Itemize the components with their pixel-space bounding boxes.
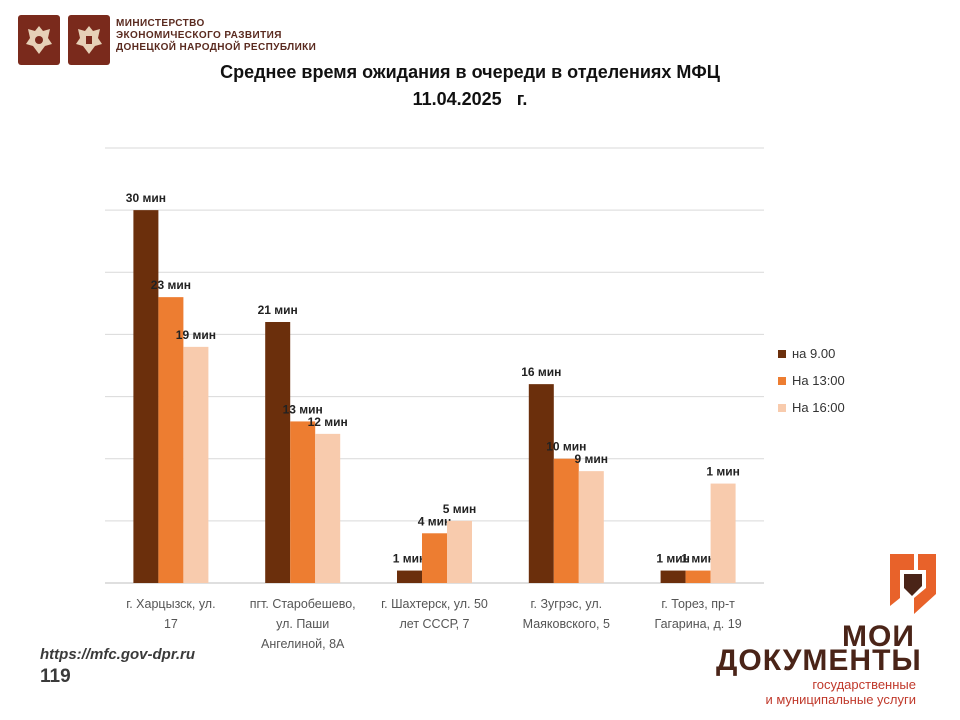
bar-9-cat-0 [133,210,159,583]
brand-subtitle-line: государственные [812,677,916,692]
data-label-16-cat-2: 5 мин [443,502,477,516]
data-label-9-cat-0: 30 мин [126,191,166,205]
legend-item-13: На 13:00 [778,367,845,394]
data-label-9-cat-2: 1 мин [393,552,427,566]
brand-subtitle: государственные и муниципальные услуги [700,677,916,707]
legend-label-13: На 13:00 [792,373,845,388]
bar-9-cat-2 [397,570,422,583]
brand-dokumenty: ДОКУМЕНТЫ [716,644,922,677]
bar-9-cat-3 [528,384,554,583]
legend-label-16: На 16:00 [792,400,845,415]
chart-title: Среднее время ожидания в очереди в отдел… [220,62,720,82]
bar-13-cat-1 [290,421,316,583]
legend-item-9: на 9.00 [778,340,845,367]
data-label-13-cat-1: 13 мин [283,402,323,416]
category-label-3: Маяковского, 5 [523,617,610,631]
bar-16-cat-1 [315,433,341,583]
data-label-13-cat-0: 23 мин [151,278,191,292]
data-label-16-cat-1: 12 мин [308,415,348,429]
ministry-line: ЭКОНОМИЧЕСКОГО РАЗВИТИЯ [116,30,282,41]
russia-coat-of-arms-icon [18,15,60,65]
data-label-16-cat-0: 19 мин [176,328,216,342]
category-label-4: Гагарина, д. 19 [655,617,742,631]
website-link[interactable]: https://mfc.gov-dpr.ru [40,646,195,663]
data-label-13-cat-2: 4 мин [418,514,452,528]
category-label-0: 17 [164,617,178,631]
ministry-name: МИНИСТЕРСТВО ЭКОНОМИЧЕСКОГО РАЗВИТИЯ ДОН… [116,18,316,54]
legend-swatch-13 [778,376,786,385]
category-label-0: г. Харцызск, ул. [126,597,215,611]
category-label-1: Ангелиной, 8А [261,637,345,651]
chart-legend: на 9.00 На 13:00 На 16:00 [778,340,845,421]
dpr-coat-of-arms-icon [68,15,110,65]
bar-16-cat-4 [710,483,736,583]
page-number: 119 [40,666,71,687]
data-label-13-cat-3: 10 мин [546,440,586,454]
category-label-1: пгт. Старобешево, [250,597,356,611]
bar-13-cat-2 [422,533,447,583]
legend-item-16: На 16:00 [778,394,845,421]
legend-swatch-16 [778,403,786,412]
bar-9-cat-1 [265,322,291,583]
chart-subtitle: 11.04.2025 г. [412,89,528,109]
data-label-9-cat-4: 1 мин [656,552,690,566]
category-label-2: г. Шахтерск, ул. 50 [381,597,488,611]
bar-9-cat-4 [660,570,686,583]
legend-label-9: на 9.00 [792,346,836,361]
bar-16-cat-0 [183,346,209,583]
brand-subtitle-line: и муниципальные услуги [765,692,916,707]
moi-dokumenty-logo-icon [884,548,942,625]
ministry-line: МИНИСТЕРСТВО [116,18,205,29]
bar-13-cat-3 [553,458,579,583]
bar-13-cat-4 [685,570,711,583]
category-label-1: ул. Паши [276,617,329,631]
category-label-4: г. Торез, пр-т [661,597,735,611]
data-label-16-cat-4: 1 мин [706,465,740,479]
brand-moi: МОИ [842,620,915,653]
category-label-3: г. Зугрэс, ул. [530,597,602,611]
data-label-9-cat-3: 16 мин [521,365,561,379]
data-label-9-cat-1: 21 мин [258,303,298,317]
bar-16-cat-3 [578,471,604,583]
data-label-16-cat-3: 9 мин [575,452,609,466]
bar-13-cat-0 [158,297,184,583]
legend-swatch-9 [778,349,786,358]
ministry-line: ДОНЕЦКОЙ НАРОДНОЙ РЕСПУБЛИКИ [116,42,317,53]
bar-16-cat-2 [447,520,472,583]
category-label-2: лет СССР, 7 [400,617,470,631]
data-label-13-cat-4: 1 мин [681,552,715,566]
